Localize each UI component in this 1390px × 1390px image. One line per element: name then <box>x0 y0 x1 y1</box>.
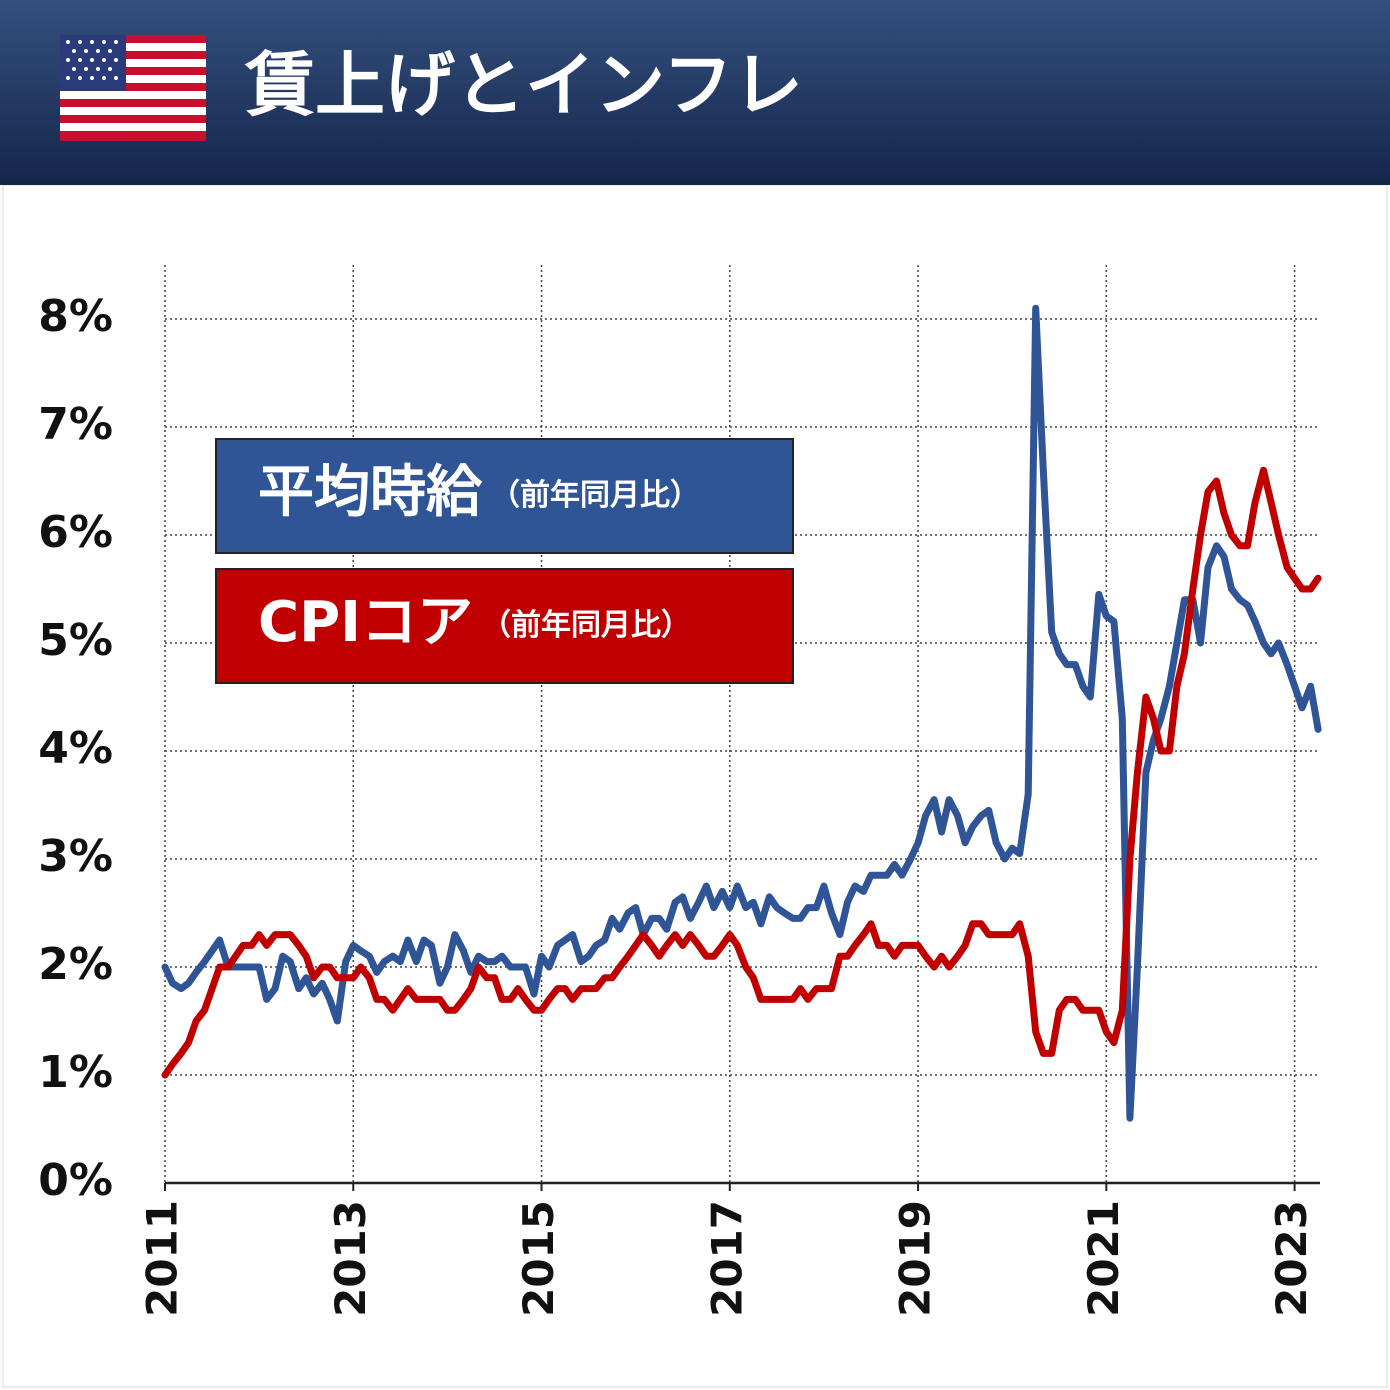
chart-title: 賃上げとインフレ <box>244 44 803 126</box>
y-tick-label: 1% <box>38 1047 113 1098</box>
x-tick-label: 2011 <box>138 1200 187 1317</box>
y-tick-label: 6% <box>38 507 113 558</box>
legend-label: CPIコア （前年同月比） <box>258 590 691 655</box>
legend-note: （前年同月比） <box>481 608 691 643</box>
x-tick-label: 2023 <box>1267 1200 1316 1317</box>
y-tick-label: 0% <box>38 1155 113 1206</box>
legend-name: CPIコア <box>258 590 473 655</box>
y-tick-label: 7% <box>38 399 113 450</box>
flag <box>60 35 206 141</box>
panel <box>2 184 1388 1388</box>
x-tick-label: 2017 <box>702 1200 751 1317</box>
header <box>0 0 1390 185</box>
y-tick-label: 5% <box>38 615 113 666</box>
y-tick-label: 8% <box>38 291 113 342</box>
x-tick-label: 2013 <box>326 1200 375 1317</box>
y-tick-label: 2% <box>38 939 113 990</box>
legend-name: 平均時給 <box>258 460 483 525</box>
y-tick-label: 4% <box>38 723 113 774</box>
y-tick-label: 3% <box>38 831 113 882</box>
legend-box <box>215 568 794 684</box>
x-tick-label: 2015 <box>514 1200 563 1317</box>
x-tick-label: 2019 <box>891 1200 940 1317</box>
series-line <box>161 466 1322 1079</box>
legend-note: （前年同月比） <box>490 478 700 513</box>
x-tick-label: 2021 <box>1079 1200 1128 1317</box>
legend-box <box>215 438 794 554</box>
plot-area: 0% 1% 2% 3% 4% 5% 6% 7% 8% 2011 2013 2015 2017 2019 20… <box>38 265 1322 1317</box>
legend-label: 平均時給 （前年同月比） <box>258 460 700 525</box>
